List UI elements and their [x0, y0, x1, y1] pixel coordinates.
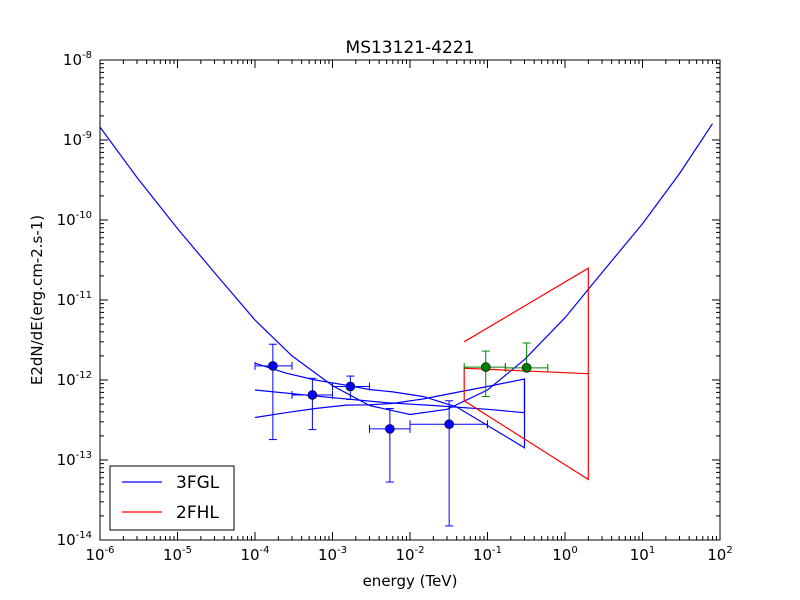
point-marker: [480, 362, 491, 372]
point-marker: [307, 390, 318, 400]
data-point-0-2: [332, 375, 370, 401]
legend: 3FGL 2FHL: [109, 465, 235, 531]
y-tick-label: 10-9: [63, 130, 92, 149]
x-axis: 10-6 10-5 10-4 10-3 10-2 10-1 100 101 102: [85, 60, 733, 564]
data-point-0-3: [368, 408, 411, 483]
x-tick-label: 10-4: [240, 545, 269, 564]
data-point-0-0: [254, 343, 293, 441]
legend-box: [109, 465, 235, 531]
data-point-0-4: [409, 400, 488, 527]
x-tick-label: 101: [630, 545, 655, 564]
y-tick-label: 10-8: [63, 50, 92, 69]
x-tick-label: 10-5: [163, 545, 192, 564]
y-tick-label: 10-10: [57, 210, 92, 229]
x-tick-label: 10-3: [318, 545, 347, 564]
point-marker: [268, 361, 278, 371]
x-axis-label: energy (TeV): [363, 572, 458, 590]
x-tick-label: 10-2: [395, 545, 424, 564]
data-point-1-1: [504, 342, 549, 373]
model-curve: [99, 123, 714, 416]
legend-label: 2FHL: [176, 503, 219, 523]
x-tick-label: 10-6: [85, 545, 114, 564]
y-tick-label: 10-13: [57, 450, 92, 469]
y-tick-label: 10-11: [57, 290, 92, 309]
plot-area: [99, 123, 714, 527]
point-marker: [521, 363, 532, 373]
x-tick-label: 100: [552, 545, 577, 564]
data-point-1-0: [463, 350, 506, 398]
x-tick-label: 10-1: [473, 545, 502, 564]
y-tick-label: 10-14: [57, 530, 92, 549]
y-axis-label: E2dN/dE(erg.cm-2.s-1): [28, 215, 46, 385]
x-tick-label: 102: [707, 545, 732, 564]
data-point-0-1: [291, 377, 333, 431]
point-marker: [345, 381, 356, 392]
chart-title: MS13121-4221: [346, 38, 475, 58]
y-axis: 10-14 10-13 10-12 10-11 10-10 10-9 10-8: [57, 50, 720, 549]
point-marker: [444, 419, 454, 430]
y-tick-label: 10-12: [57, 370, 92, 389]
legend-label: 3FGL: [176, 473, 220, 493]
point-marker: [385, 424, 395, 434]
